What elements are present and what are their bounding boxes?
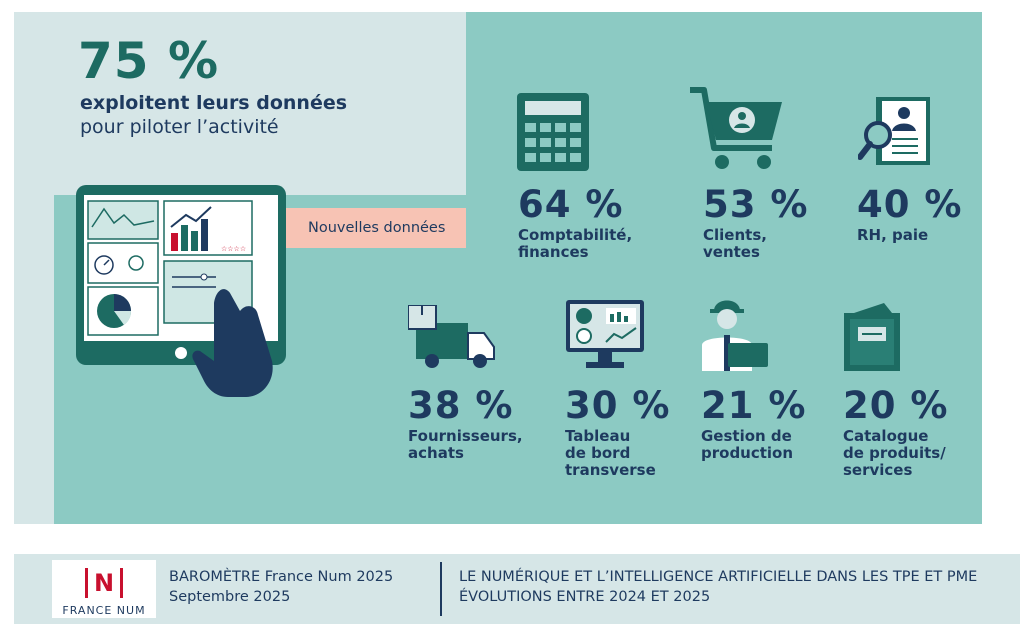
- headline-text: exploitent leurs données: [80, 92, 348, 114]
- footer-barometer-title: BAROMÈTRE France Num 2025: [169, 569, 394, 585]
- stat-label: RH, paie: [857, 226, 929, 244]
- footer-subject: LE NUMÉRIQUE ET L’INTELLIGENCE ARTIFICIE…: [459, 569, 978, 585]
- worker-icon: [702, 300, 768, 371]
- new-data-tag: Nouvelles données: [286, 208, 466, 248]
- headline-subtext: pour piloter l’activité: [80, 116, 279, 138]
- stat-percent: 53 %: [703, 183, 809, 226]
- svg-text:☆☆☆☆: ☆☆☆☆: [221, 245, 246, 253]
- stat-label: Tableau de bord transverse: [565, 427, 656, 479]
- stat-label: Clients, ventes: [703, 226, 767, 261]
- stat-percent: 38 %: [408, 384, 514, 427]
- footer-divider: [440, 562, 442, 616]
- catalogue-book-icon: [844, 303, 900, 371]
- dashboard-monitor-icon: [566, 300, 644, 368]
- footer: N FRANCE NUM BAROMÈTRE France Num 2025 S…: [14, 554, 1020, 624]
- stat-production: 21 % Gestion de production: [701, 387, 806, 462]
- footer-date: Septembre 2025: [169, 589, 291, 605]
- footer-evolution: ÉVOLUTIONS ENTRE 2024 ET 2025: [459, 589, 711, 605]
- left-strip: [14, 195, 54, 524]
- stat-tableau-de-bord: 30 % Tableau de bord transverse: [565, 387, 670, 479]
- stat-clients: 53 % Clients, ventes: [703, 186, 808, 261]
- logo-text: FRANCE NUM: [62, 604, 146, 617]
- headline-panel: [14, 12, 466, 195]
- headline-percent: 75 %: [78, 32, 220, 90]
- stat-percent: 64 %: [518, 183, 624, 226]
- stat-percent: 40 %: [857, 183, 963, 226]
- shopping-cart-icon: [690, 87, 782, 169]
- calculator-icon: [517, 93, 589, 171]
- stat-label: Gestion de production: [701, 427, 794, 462]
- france-num-logo: N FRANCE NUM: [52, 560, 156, 618]
- stat-percent: 30 %: [565, 384, 671, 427]
- stat-percent: 21 %: [701, 384, 807, 427]
- delivery-truck-icon: [408, 305, 495, 368]
- stat-percent: 20 %: [843, 384, 949, 427]
- stat-fournisseurs: 38 % Fournisseurs, achats: [408, 387, 523, 462]
- stat-label: Fournisseurs, achats: [408, 427, 523, 462]
- stat-rh: 40 % RH, paie: [857, 186, 962, 244]
- logo-letter: N: [85, 568, 123, 598]
- hr-document-icon: [858, 97, 930, 165]
- stat-comptabilite: 64 % Comptabilité, finances: [518, 186, 632, 261]
- stat-label: Catalogue de produits/ services: [843, 427, 946, 479]
- stat-catalogue: 20 % Catalogue de produits/ services: [843, 387, 948, 479]
- tablet-illustration-icon: ☆☆☆☆: [76, 185, 286, 397]
- stat-label: Comptabilité, finances: [518, 226, 633, 261]
